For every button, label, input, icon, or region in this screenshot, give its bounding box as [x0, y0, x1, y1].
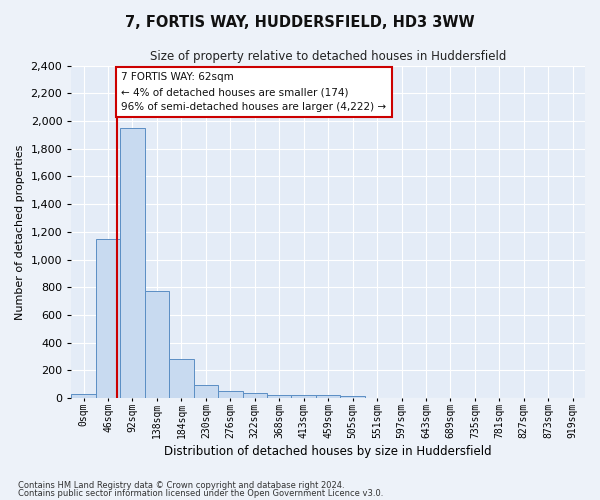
- Bar: [340, 396, 365, 398]
- Bar: [267, 394, 292, 398]
- Bar: [194, 385, 218, 398]
- Text: 7 FORTIS WAY: 62sqm
← 4% of detached houses are smaller (174)
96% of semi-detach: 7 FORTIS WAY: 62sqm ← 4% of detached hou…: [121, 72, 386, 112]
- Bar: [218, 391, 242, 398]
- Y-axis label: Number of detached properties: Number of detached properties: [15, 144, 25, 320]
- Bar: [145, 292, 169, 398]
- Bar: [316, 396, 340, 398]
- Bar: [120, 128, 145, 398]
- Title: Size of property relative to detached houses in Huddersfield: Size of property relative to detached ho…: [150, 50, 506, 63]
- Text: 7, FORTIS WAY, HUDDERSFIELD, HD3 3WW: 7, FORTIS WAY, HUDDERSFIELD, HD3 3WW: [125, 15, 475, 30]
- Text: Contains HM Land Registry data © Crown copyright and database right 2024.: Contains HM Land Registry data © Crown c…: [18, 480, 344, 490]
- Bar: [96, 239, 120, 398]
- Bar: [292, 394, 316, 398]
- Bar: [242, 394, 267, 398]
- X-axis label: Distribution of detached houses by size in Huddersfield: Distribution of detached houses by size …: [164, 444, 492, 458]
- Bar: [169, 358, 194, 398]
- Bar: [71, 394, 96, 398]
- Text: Contains public sector information licensed under the Open Government Licence v3: Contains public sector information licen…: [18, 489, 383, 498]
